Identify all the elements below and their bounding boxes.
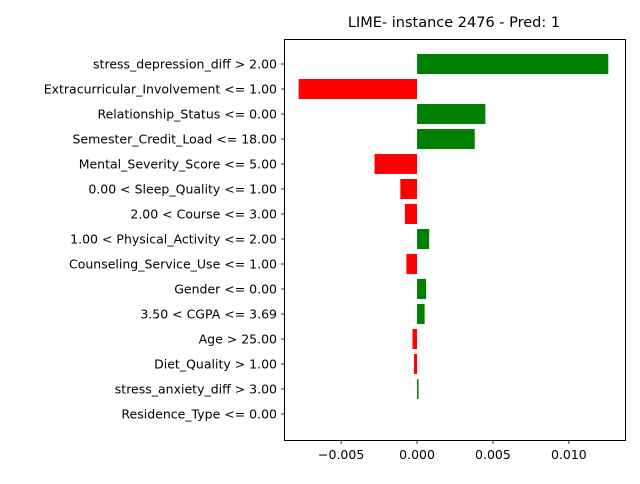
- bar: [414, 354, 418, 374]
- category-label: 0.00 < Sleep_Quality <= 1.00: [88, 182, 277, 197]
- bar: [417, 304, 425, 324]
- chart-title: LIME- instance 2476 - Pred: 1: [348, 15, 560, 31]
- bar: [417, 279, 427, 299]
- category-label: stress_depression_diff > 2.00: [93, 57, 277, 72]
- category-label: Counseling_Service_Use <= 1.00: [69, 257, 277, 272]
- category-label: Extracurricular_Involvement <= 1.00: [44, 82, 277, 97]
- category-label: 2.00 < Course <= 3.00: [130, 207, 277, 222]
- plot-frame: [284, 39, 626, 441]
- category-label: Mental_Severity_Score <= 5.00: [79, 157, 277, 172]
- category-label: stress_anxiety_diff > 3.00: [115, 382, 277, 397]
- bars-layer: [298, 54, 609, 399]
- bar: [404, 204, 418, 224]
- category-labels: stress_depression_diff > 2.00 Extracurric…: [44, 57, 285, 422]
- x-tick-label: 0.000: [399, 447, 435, 462]
- bar: [417, 229, 430, 249]
- x-tick-label: 0.010: [551, 447, 587, 462]
- bar: [374, 154, 418, 174]
- category-label: 3.50 < CGPA <= 3.69: [140, 307, 277, 322]
- x-tick-label: −0.005: [318, 447, 364, 462]
- bar: [417, 379, 419, 399]
- bar: [298, 79, 418, 99]
- category-label: Residence_Type <= 0.00: [121, 407, 277, 422]
- category-label: Gender <= 0.00: [174, 282, 277, 297]
- bar: [417, 54, 609, 74]
- bar: [412, 329, 418, 349]
- bar: [417, 129, 475, 149]
- category-label: Age > 25.00: [199, 332, 277, 347]
- bar: [406, 254, 418, 274]
- category-label: Diet_Quality > 1.00: [154, 357, 277, 372]
- category-label: Semester_Credit_Load <= 18.00: [73, 132, 278, 147]
- category-label: Relationship_Status <= 0.00: [97, 107, 277, 122]
- category-label: 1.00 < Physical_Activity <= 2.00: [70, 232, 277, 247]
- x-axis: −0.005 0.000 0.005 0.010: [318, 440, 587, 462]
- bar: [417, 104, 486, 124]
- x-tick-label: 0.005: [475, 447, 511, 462]
- bar: [400, 179, 418, 199]
